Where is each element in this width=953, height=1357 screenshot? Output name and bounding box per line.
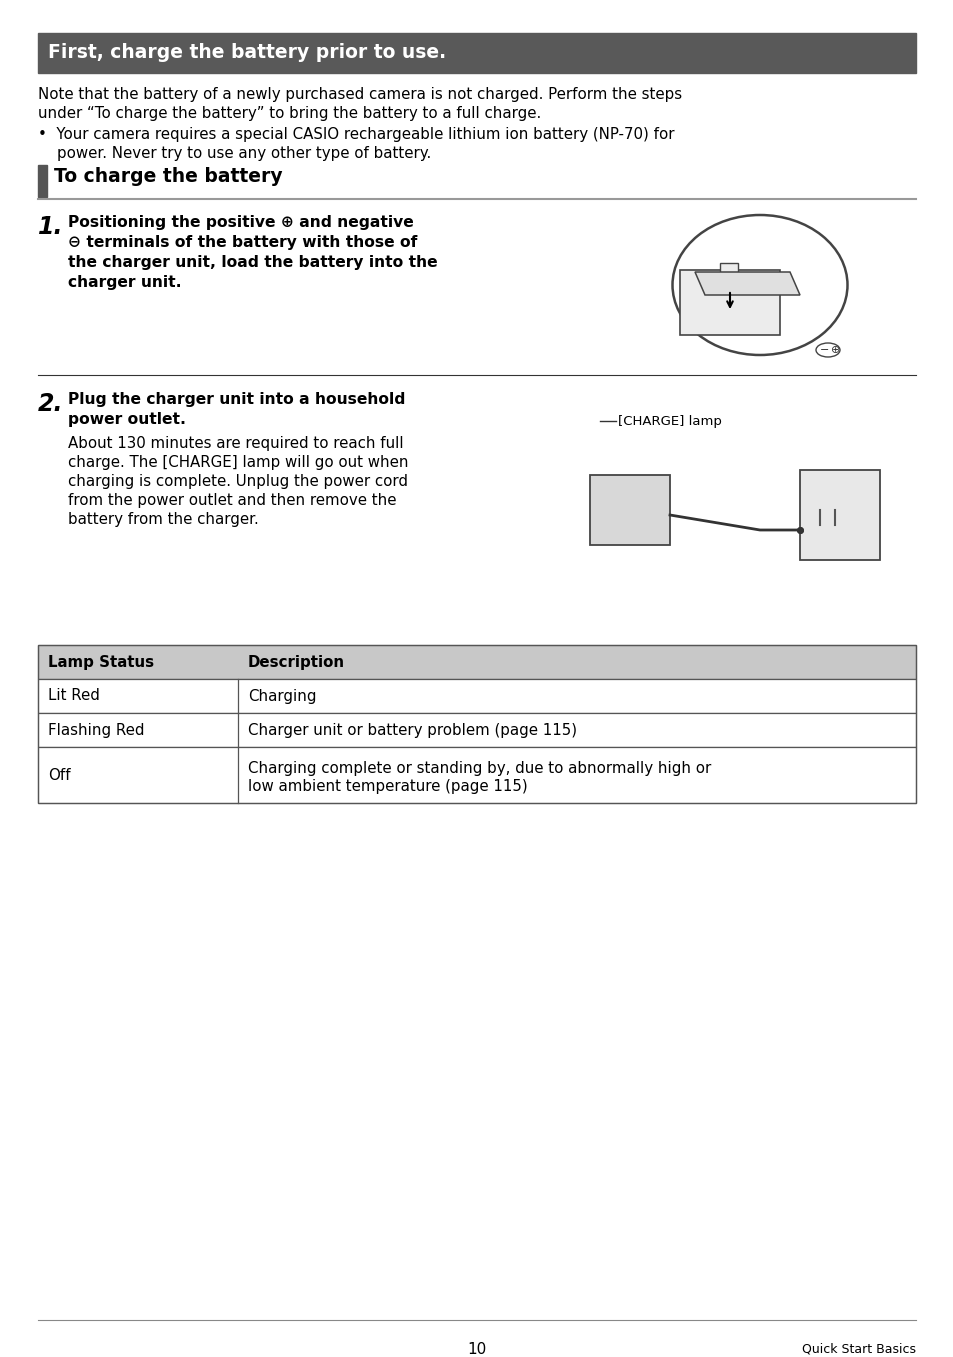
Text: charging is complete. Unplug the power cord: charging is complete. Unplug the power c…: [68, 474, 408, 489]
Text: under “To charge the battery” to bring the battery to a full charge.: under “To charge the battery” to bring t…: [38, 106, 540, 121]
Bar: [38, 166, 47, 197]
Bar: [38, 645, 915, 678]
Text: [CHARGE] lamp: [CHARGE] lamp: [618, 415, 721, 427]
Text: charge. The [CHARGE] lamp will go out when: charge. The [CHARGE] lamp will go out wh…: [68, 455, 408, 470]
Text: power. Never try to use any other type of battery.: power. Never try to use any other type o…: [38, 147, 431, 161]
Text: ⊖ terminals of the battery with those of: ⊖ terminals of the battery with those of: [68, 235, 417, 250]
Text: Plug the charger unit into a household: Plug the charger unit into a household: [68, 392, 405, 407]
Bar: [38, 33, 915, 73]
Text: First, charge the battery prior to use.: First, charge the battery prior to use.: [48, 43, 446, 62]
Text: 1.: 1.: [38, 214, 64, 239]
Text: Note that the battery of a newly purchased camera is not charged. Perform the st: Note that the battery of a newly purchas…: [38, 87, 681, 102]
Text: Off: Off: [48, 768, 71, 783]
Text: power outlet.: power outlet.: [68, 413, 186, 427]
Text: ⊕: ⊕: [830, 345, 840, 356]
Bar: [720, 263, 738, 275]
Bar: [38, 678, 915, 712]
Text: the charger unit, load the battery into the: the charger unit, load the battery into …: [68, 255, 437, 270]
Text: Quick Start Basics: Quick Start Basics: [801, 1342, 915, 1356]
Text: Positioning the positive ⊕ and negative: Positioning the positive ⊕ and negative: [68, 214, 414, 229]
Text: from the power outlet and then remove the: from the power outlet and then remove th…: [68, 493, 396, 508]
Bar: [800, 470, 879, 560]
Bar: [38, 712, 915, 746]
Text: 10: 10: [467, 1342, 486, 1357]
Text: •  Your camera requires a special CASIO rechargeable lithium ion battery (NP-70): • Your camera requires a special CASIO r…: [38, 128, 674, 142]
Text: Charging: Charging: [248, 688, 316, 703]
Text: Lit Red: Lit Red: [48, 688, 100, 703]
Bar: [38, 645, 915, 803]
Text: Description: Description: [248, 654, 345, 669]
Text: −: −: [820, 345, 828, 356]
Bar: [589, 475, 669, 546]
Text: 2.: 2.: [38, 392, 64, 417]
Text: low ambient temperature (page 115): low ambient temperature (page 115): [248, 779, 527, 794]
Text: Lamp Status: Lamp Status: [48, 654, 154, 669]
Text: Flashing Red: Flashing Red: [48, 722, 144, 737]
Text: About 130 minutes are required to reach full: About 130 minutes are required to reach …: [68, 436, 403, 451]
Text: Charging complete or standing by, due to abnormally high or: Charging complete or standing by, due to…: [248, 761, 711, 776]
Bar: [679, 270, 780, 335]
Bar: [38, 746, 915, 803]
Text: battery from the charger.: battery from the charger.: [68, 512, 258, 527]
Polygon shape: [695, 271, 800, 294]
Text: charger unit.: charger unit.: [68, 275, 181, 290]
Text: Charger unit or battery problem (page 115): Charger unit or battery problem (page 11…: [248, 722, 577, 737]
Text: To charge the battery: To charge the battery: [54, 167, 282, 186]
